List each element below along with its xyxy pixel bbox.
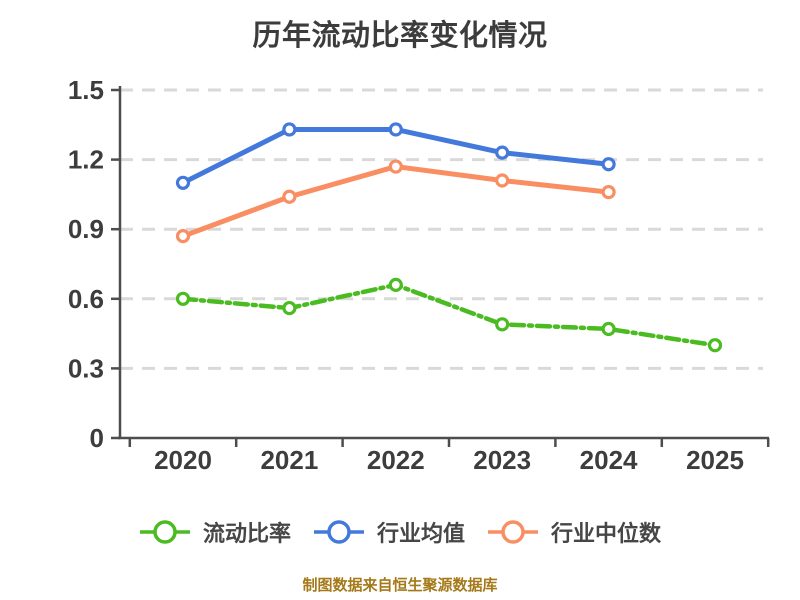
series-line-industry-average bbox=[180, 126, 612, 186]
data-point-industry-median bbox=[495, 173, 510, 188]
y-tick-label: 0.9 bbox=[68, 214, 104, 244]
legend-label-current-ratio: 流动比率 bbox=[202, 521, 291, 546]
series-line-current-ratio bbox=[180, 282, 718, 348]
data-point-current-ratio bbox=[175, 291, 191, 306]
data-point-current-ratio bbox=[282, 300, 297, 316]
legend-marker-current-ratio-icon bbox=[139, 520, 190, 544]
data-point-industry-median bbox=[282, 189, 297, 204]
x-tick-label: 2022 bbox=[367, 445, 425, 475]
series-industry-average bbox=[175, 122, 616, 190]
data-point-industry-average bbox=[388, 122, 403, 137]
data-point-industry-average bbox=[282, 122, 297, 137]
data-point-current-ratio bbox=[495, 317, 510, 332]
data-point-industry-average bbox=[601, 157, 616, 172]
y-tick-label: 0.3 bbox=[68, 353, 104, 383]
line-chart-plot: 0 0.3 0.6 0.9 1.2 1.5 2020 2021 2022 2023 2024 2025 bbox=[68, 75, 770, 475]
legend-label-industry-median: 行业中位数 bbox=[551, 521, 662, 546]
series-line-industry-median bbox=[180, 164, 612, 239]
x-tick-label: 2020 bbox=[154, 445, 212, 475]
data-point-industry-median bbox=[175, 229, 191, 244]
x-tick-label: 2024 bbox=[580, 445, 638, 475]
y-tick-label: 1.2 bbox=[68, 145, 104, 175]
y-tick-label: 1.5 bbox=[68, 75, 104, 105]
legend-item-current-ratio: 流动比率 bbox=[139, 516, 291, 548]
data-point-current-ratio bbox=[388, 277, 403, 292]
legend-item-industry-average: 行业均值 bbox=[313, 516, 465, 548]
y-tick-label: 0.6 bbox=[68, 284, 104, 314]
data-point-industry-average bbox=[175, 175, 191, 190]
x-tick-label: 2023 bbox=[473, 445, 531, 475]
legend-label-industry-average: 行业均值 bbox=[376, 521, 465, 546]
legend-marker-industry-average-icon bbox=[313, 520, 364, 544]
data-point-current-ratio bbox=[601, 321, 616, 337]
data-source-note: 制图数据来自恒生聚源数据库 bbox=[302, 577, 498, 594]
x-tick-label: 2021 bbox=[260, 445, 318, 475]
chart-legend: 流动比率 行业均值 行业中位数 bbox=[0, 516, 800, 548]
data-point-industry-median bbox=[601, 184, 616, 200]
y-tick-label: 0 bbox=[90, 423, 104, 453]
x-tick-label: 2025 bbox=[686, 445, 744, 475]
legend-marker-industry-median-icon bbox=[488, 520, 538, 544]
legend-item-industry-median: 行业中位数 bbox=[487, 516, 661, 548]
data-point-current-ratio bbox=[707, 338, 723, 353]
series-current-ratio bbox=[175, 277, 723, 353]
chart-title: 历年流动比率变化情况 bbox=[252, 20, 548, 52]
series-industry-median bbox=[175, 159, 616, 244]
data-point-industry-average bbox=[495, 145, 510, 160]
data-point-industry-median bbox=[388, 159, 403, 174]
